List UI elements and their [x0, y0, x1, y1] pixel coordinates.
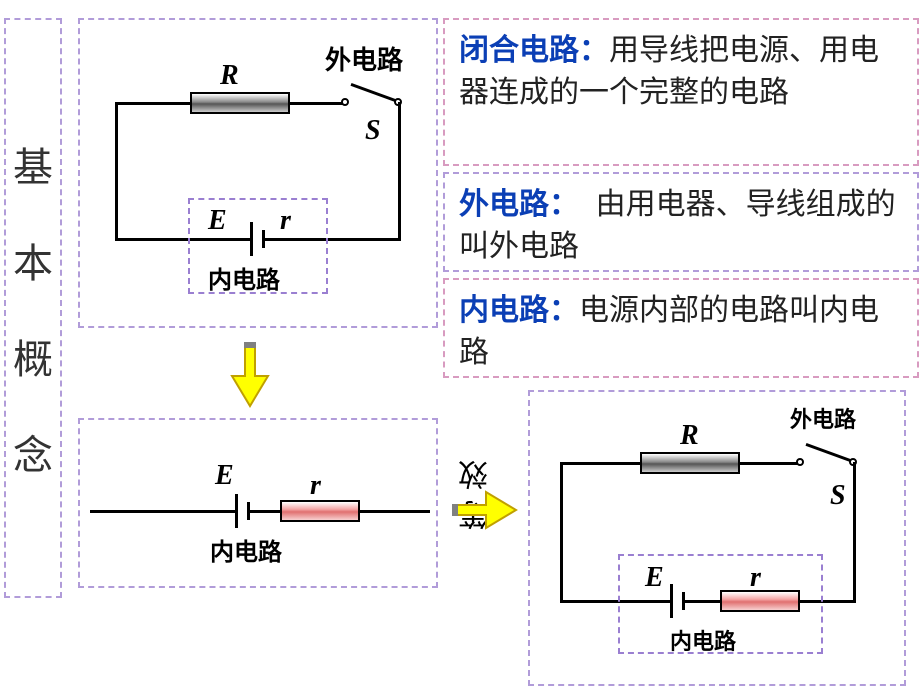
internal-label: 内电路 — [210, 532, 282, 567]
switch-arm — [351, 83, 399, 103]
title-char: 念 — [13, 423, 53, 481]
definition-box-external: 外电路： 由用电器、导线组成的叫外电路 — [443, 172, 919, 272]
emf-label: E — [215, 460, 234, 492]
resistor-label: R — [680, 420, 699, 452]
external-label: 外电路 — [325, 40, 403, 77]
wire — [115, 102, 118, 240]
wire — [290, 102, 345, 105]
title-char: 本 — [13, 231, 53, 289]
internal-r-label: r — [310, 470, 321, 502]
wire — [360, 510, 430, 513]
switch-node — [341, 98, 349, 106]
definition-box-internal: 内电路：电源内部的电路叫内电路 — [443, 278, 919, 378]
switch-arm — [806, 443, 854, 463]
def-title: 内电路： — [459, 294, 579, 327]
wire — [90, 510, 235, 513]
def-text: 内电路：电源内部的电路叫内电路 — [459, 294, 879, 369]
switch-label: S — [830, 480, 846, 512]
wire — [560, 462, 563, 602]
title-box: 基 本 概 念 — [4, 18, 62, 598]
battery-pos — [235, 494, 238, 528]
wire — [115, 102, 190, 105]
title-char: 概 — [13, 327, 53, 385]
resistor-R — [640, 452, 740, 474]
resistor-R — [190, 92, 290, 114]
def-title: 外电路： — [459, 188, 579, 221]
wire — [740, 462, 800, 465]
circuit-diagram-top: 外电路 R S E r 内电路 — [78, 18, 438, 328]
circuit-diagram-bottom: 外电路 R S E r 内电路 — [528, 390, 906, 686]
definition-box-closed: 闭合电路：用导线把电源、用电器连成的一个完整的电路 — [443, 18, 919, 166]
wire — [250, 510, 280, 513]
internal-label: 内电路 — [208, 260, 280, 295]
def-text: 外电路： 由用电器、导线组成的叫外电路 — [459, 188, 896, 263]
circuit-diagram-equivalent: E r 内电路 — [78, 418, 438, 588]
def-title: 闭合电路： — [459, 34, 609, 67]
external-label: 外电路 — [790, 402, 856, 434]
resistor-label: R — [220, 60, 239, 92]
resistor-r-internal — [280, 500, 360, 522]
internal-label: 内电路 — [670, 624, 736, 656]
title-char: 基 — [13, 135, 53, 193]
switch-label: S — [365, 115, 381, 147]
switch-node — [796, 458, 804, 466]
wire — [560, 462, 640, 465]
arrow-right-icon — [450, 490, 520, 530]
wire — [853, 462, 856, 602]
def-text: 闭合电路：用导线把电源、用电器连成的一个完整的电路 — [459, 34, 879, 109]
wire — [398, 102, 401, 240]
arrow-down-icon — [230, 340, 270, 410]
